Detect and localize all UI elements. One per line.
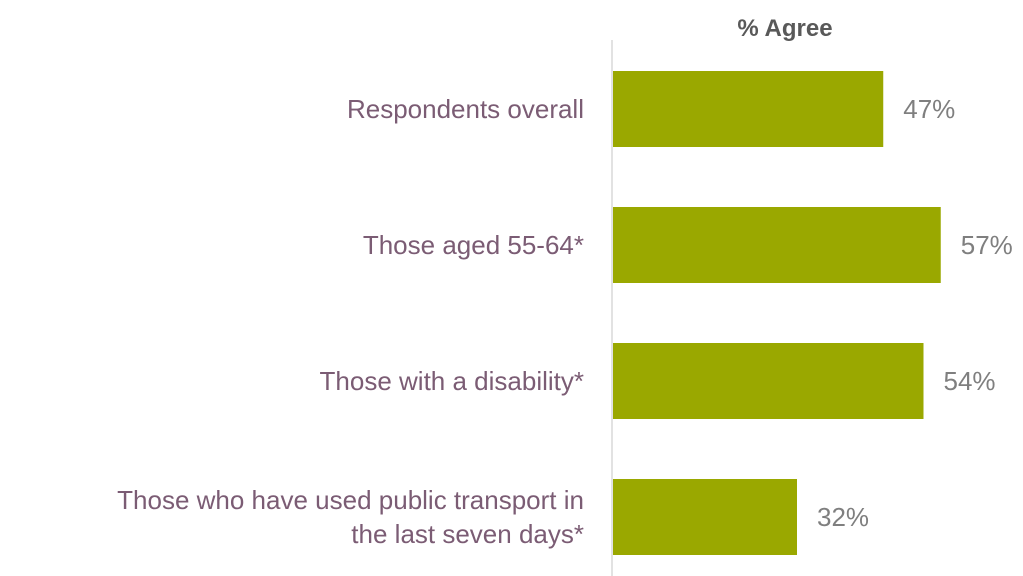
bar-4 — [613, 479, 797, 555]
bars — [613, 71, 941, 555]
bar-3 — [613, 343, 924, 419]
bar-1 — [613, 71, 884, 147]
value-labels: 47% 57% 54% 32% — [817, 94, 1013, 532]
category-label-1: Respondents overall — [347, 94, 584, 124]
bar-2 — [613, 207, 941, 283]
category-label-2: Those aged 55-64* — [363, 230, 584, 260]
category-labels: Respondents overall Those aged 55-64* Thos… — [117, 94, 584, 549]
category-label-3: Those with a disability* — [320, 366, 584, 396]
value-label-2: 57% — [961, 230, 1013, 260]
value-label-1: 47% — [903, 94, 955, 124]
value-label-3: 54% — [944, 366, 996, 396]
category-label-4-line-2: the last seven days* — [351, 519, 584, 549]
chart-title: % Agree — [737, 15, 832, 42]
value-label-4: 32% — [817, 502, 869, 532]
category-label-4-line-1: Those who have used public transport in — [117, 485, 584, 515]
